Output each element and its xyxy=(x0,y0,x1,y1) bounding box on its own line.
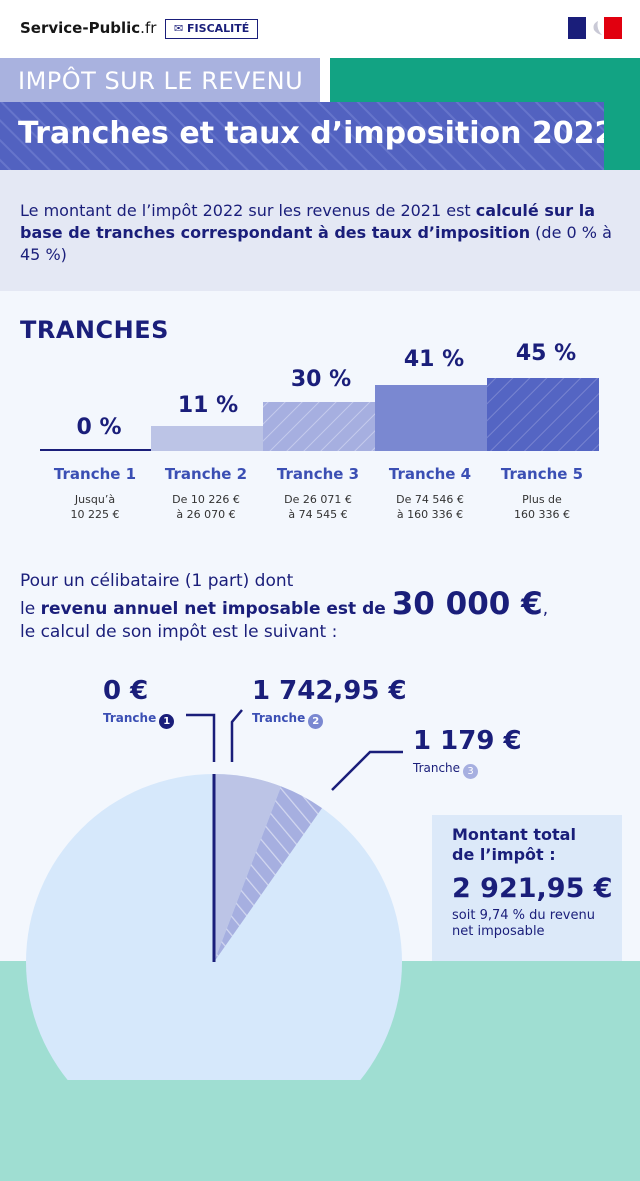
income-amount: 30 000 € xyxy=(391,586,543,622)
tranche-3-range: De 26 071 € à 74 545 € xyxy=(284,493,352,521)
title-hatch xyxy=(0,102,604,170)
tranche-4-range: De 74 546 € à 160 336 € xyxy=(396,493,464,521)
badge-3: 3 xyxy=(463,764,479,779)
title-band: Tranches et taux d’imposition 2022 xyxy=(0,102,604,170)
tranche-3-amount: 1 179 € xyxy=(413,726,522,756)
tranche-1-rate: 0 % xyxy=(76,415,121,440)
republic-flag-icon xyxy=(568,17,622,39)
tranche-2-label: Tranche 2 xyxy=(164,465,248,483)
tranche-5-range: Plus de 160 336 € xyxy=(514,493,570,521)
intro-panel: Le montant de l’impôt 2022 sur les reven… xyxy=(0,170,640,291)
tranche-3-bar xyxy=(263,402,375,451)
page-title: Tranches et taux d’imposition 2022 xyxy=(18,116,604,151)
badge-1: 1 xyxy=(159,714,175,729)
tranche-1-label: Tranche 1 xyxy=(53,465,137,483)
tranche-5-rate: 45 % xyxy=(516,341,576,366)
pie-slice-tranche-3 xyxy=(214,786,322,962)
tranche-2-amount: 1 742,95 € xyxy=(252,676,407,706)
leader-tranche-1 xyxy=(186,713,216,762)
tranche-2-range: De 10 226 € à 26 070 € xyxy=(172,493,240,521)
tranche-3-caption: Tranche 3 xyxy=(413,761,479,779)
example-text: Pour un célibataire (1 part) dont le rev… xyxy=(20,571,549,642)
tranche-2-rate: 11 % xyxy=(178,393,238,418)
leader-tranche-3 xyxy=(331,750,403,791)
tranche-5-label: Tranche 5 xyxy=(500,465,584,483)
tranche-2-caption: Tranche 2 xyxy=(252,711,324,729)
total-label: Montant total de l’impôt : xyxy=(452,825,576,864)
leader-tranche-2 xyxy=(230,709,243,762)
tranche-4-bar xyxy=(375,385,487,451)
tranche-3-label: Tranche 3 xyxy=(276,465,360,483)
tranche-1-amount: 0 € xyxy=(103,676,149,706)
tranche-1-range: Jusqu’à 10 225 € xyxy=(70,493,120,521)
tranche-2-bar xyxy=(151,426,263,451)
category-tag: ✉ FISCALITÉ xyxy=(165,19,259,39)
total-box: Montant total de l’impôt : 2 921,95 € so… xyxy=(432,815,622,961)
badge-2: 2 xyxy=(308,714,324,729)
tax-pie-chart xyxy=(26,709,403,1080)
kicker-band: IMPÔT SUR LE REVENU xyxy=(0,58,320,102)
kicker: IMPÔT SUR LE REVENU xyxy=(18,67,304,95)
total-note: soit 9,74 % du revenu net imposable xyxy=(452,908,595,939)
tranche-4-label: Tranche 4 xyxy=(388,465,472,483)
tranche-4-rate: 41 % xyxy=(404,347,464,372)
tranche-3-rate: 30 % xyxy=(291,367,351,392)
tranche-5-bar xyxy=(487,378,599,451)
brand-logo[interactable]: Service-Public.fr xyxy=(20,19,157,37)
tranches-title: TRANCHES xyxy=(20,316,169,344)
intro-text: Le montant de l’impôt 2022 sur les reven… xyxy=(20,201,612,264)
tranches-chart: 0 % 11 % 30 % 41 % 45 % xyxy=(40,341,599,451)
tranche-1-caption: Tranche 1 xyxy=(103,711,175,729)
total-value: 2 921,95 € xyxy=(452,873,613,904)
pie-slice-tranche-2 xyxy=(214,774,282,962)
